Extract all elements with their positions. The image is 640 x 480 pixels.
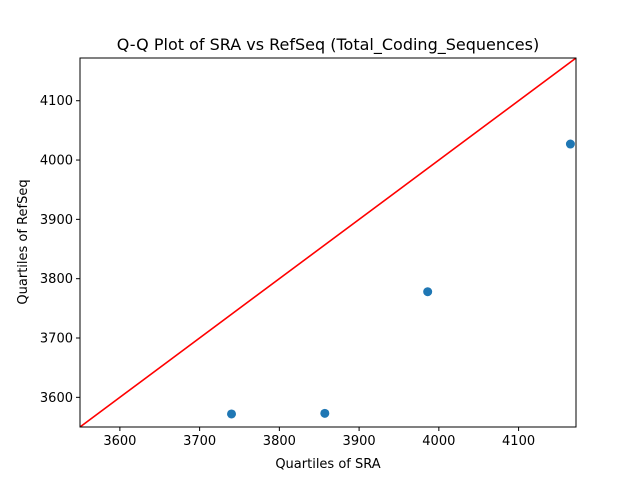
x-tick-label: 3700: [183, 434, 216, 449]
y-tick-label: 3600: [40, 391, 73, 406]
y-tick-label: 4000: [40, 154, 73, 169]
x-tick-label: 3600: [103, 434, 136, 449]
y-tick-label: 4100: [40, 94, 73, 109]
chart-title: Q-Q Plot of SRA vs RefSeq (Total_Coding_…: [117, 35, 539, 55]
reference-line: [80, 58, 576, 427]
y-axis-label: Quartiles of RefSeq: [16, 179, 31, 304]
x-axis-label: Quartiles of SRA: [275, 457, 380, 472]
data-point: [423, 287, 433, 297]
y-tick-label: 3800: [40, 272, 73, 287]
x-tick-label: 3800: [263, 434, 296, 449]
x-tick-label: 4100: [502, 434, 535, 449]
data-point: [320, 408, 330, 418]
data-point: [227, 409, 237, 419]
plot-area: 3600 3700 3800 3900 4000 4100 3600 3700 3800 3900…: [40, 57, 577, 449]
axes-frame: [79, 57, 577, 428]
x-tick-label: 4000: [422, 434, 455, 449]
x-tick-label: 3900: [343, 434, 376, 449]
y-tick-label: 3700: [40, 332, 73, 347]
y-tick-label: 3900: [40, 213, 73, 228]
data-point: [565, 139, 575, 149]
